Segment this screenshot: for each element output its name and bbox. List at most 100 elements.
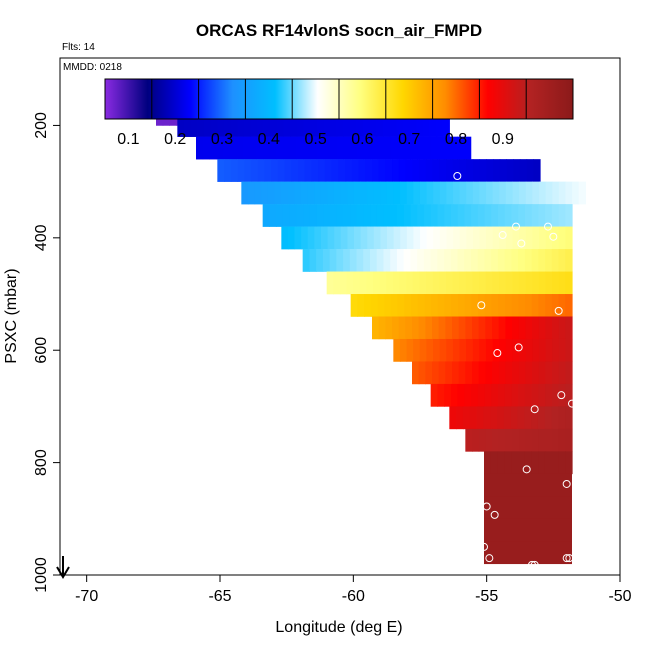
- heatmap-cell: [392, 316, 400, 340]
- heatmap-cell: [464, 249, 472, 272]
- heatmap-cell: [565, 294, 573, 317]
- heatmap-cell: [492, 181, 500, 205]
- heatmap-cell: [538, 383, 546, 407]
- heatmap-cell: [307, 181, 315, 205]
- heatmap-cell: [439, 181, 448, 205]
- heatmap-cell: [471, 249, 479, 272]
- heatmap-cell: [430, 136, 438, 160]
- colorbar-tick-label: 0.2: [164, 131, 186, 148]
- heatmap-cell: [380, 181, 388, 205]
- heatmap-cell: [262, 136, 271, 160]
- heatmap-cell: [433, 226, 441, 250]
- heatmap-cell: [320, 181, 328, 205]
- heatmap-cell: [323, 136, 331, 160]
- heatmap-cell: [276, 204, 284, 227]
- heatmap-cell: [349, 249, 358, 272]
- heatmap-cell: [450, 383, 459, 407]
- heatmap-cell: [336, 204, 344, 227]
- heatmap-cell: [281, 181, 289, 205]
- heatmap-cell: [230, 114, 238, 137]
- heatmap-cell: [471, 294, 479, 317]
- heatmap-cell: [340, 226, 348, 250]
- heatmap-cell: [565, 271, 573, 295]
- heatmap-cell: [425, 159, 434, 182]
- heatmap-cell: [545, 383, 553, 407]
- heatmap-cell: [545, 361, 553, 385]
- heatmap-cell: [271, 159, 279, 182]
- heatmap-cell: [430, 383, 438, 407]
- heatmap-cell: [565, 249, 573, 272]
- heatmap-cell: [459, 181, 467, 205]
- x-axis-label: Longitude (deg E): [275, 619, 402, 636]
- heatmap-cell: [504, 294, 513, 317]
- heatmap-cell: [323, 114, 331, 137]
- heatmap-cell: [309, 204, 318, 227]
- heatmap-cell: [485, 316, 493, 340]
- heatmap-cell: [552, 316, 560, 340]
- heatmap-cell: [512, 316, 520, 340]
- heatmap-cell: [353, 181, 362, 205]
- heatmap-cell: [230, 159, 239, 182]
- heatmap-cell: [356, 136, 365, 160]
- heatmap-cell: [326, 271, 334, 295]
- heatmap-cell: [544, 451, 553, 475]
- heatmap-cell: [397, 294, 405, 317]
- heatmap-cell: [551, 204, 560, 227]
- heatmap-cell: [222, 136, 231, 160]
- heatmap-cell: [565, 316, 573, 340]
- heatmap-cell: [519, 226, 527, 250]
- heatmap-cells: [156, 102, 586, 565]
- y-tick-label: 600: [33, 337, 50, 364]
- heatmap-cell: [511, 204, 519, 227]
- heatmap-cell: [291, 159, 299, 182]
- heatmap-cell: [491, 383, 499, 407]
- heatmap-cell: [281, 226, 289, 250]
- heatmap-cell: [558, 316, 566, 340]
- heatmap-cell: [466, 226, 474, 250]
- heatmap-cell: [558, 406, 566, 430]
- colorbar-tick-label: 0.8: [445, 131, 467, 148]
- heatmap-cell: [484, 541, 572, 565]
- x-tick-label: -70: [75, 588, 98, 605]
- data-point: [562, 479, 571, 488]
- heatmap-cell: [400, 181, 408, 205]
- heatmap-cell: [329, 114, 338, 137]
- heatmap-cell: [537, 406, 546, 430]
- data-point: [498, 231, 507, 240]
- heatmap-cell: [465, 361, 473, 385]
- heatmap-cell: [403, 136, 411, 160]
- heatmap-cell: [237, 159, 245, 182]
- heatmap-cell: [505, 338, 514, 362]
- heatmap-cell: [343, 249, 351, 272]
- heatmap-cell: [363, 204, 371, 227]
- heatmap-cell: [327, 181, 335, 205]
- heatmap-cell: [210, 114, 218, 137]
- heatmap-cell: [445, 316, 453, 340]
- heatmap-cell: [525, 338, 533, 362]
- heatmap-cell: [419, 271, 427, 295]
- heatmap-cell: [269, 136, 277, 160]
- heatmap-cell: [484, 294, 493, 317]
- heatmap-cell: [451, 294, 459, 317]
- heatmap-cell: [410, 249, 418, 272]
- heatmap-cell: [479, 159, 487, 182]
- heatmap-cell: [345, 159, 353, 182]
- heatmap-cell: [410, 136, 418, 160]
- heatmap-cell: [472, 271, 480, 295]
- heatmap-cell: [338, 159, 346, 182]
- heatmap-cell: [363, 249, 371, 272]
- heatmap-cell: [254, 181, 262, 205]
- heatmap-cell: [505, 428, 513, 452]
- data-point: [573, 267, 582, 276]
- heatmap-cell: [419, 181, 428, 205]
- heatmap-cell: [417, 204, 425, 227]
- heatmap-cell: [578, 181, 586, 205]
- heatmap-cell: [322, 249, 331, 272]
- heatmap-cell: [449, 406, 457, 430]
- heatmap-cell: [363, 114, 371, 137]
- heatmap-cell: [390, 249, 398, 272]
- heatmap-cell: [410, 204, 418, 227]
- heatmap-cell: [565, 181, 573, 205]
- heatmap-cell: [490, 406, 498, 430]
- heatmap-cell: [492, 428, 500, 452]
